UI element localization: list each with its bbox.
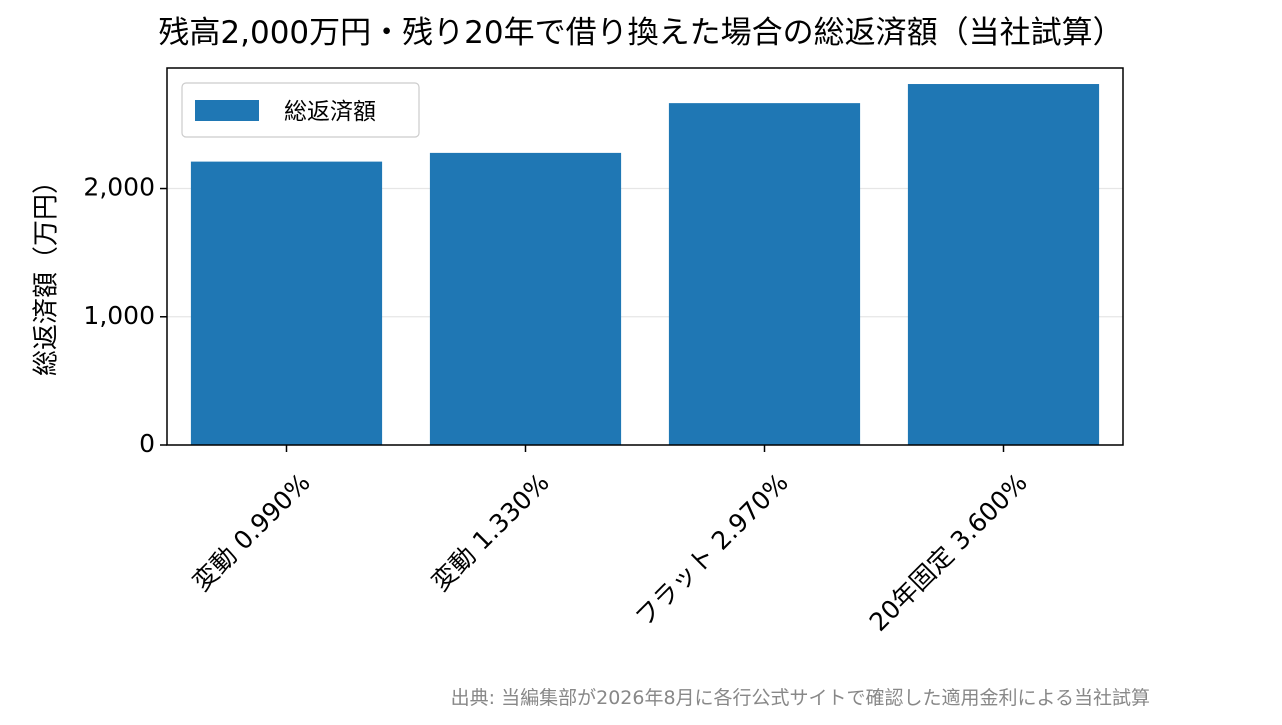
x-tick-label: 変動 1.330%: [426, 468, 555, 597]
bar: [429, 152, 622, 446]
plot-area: [166, 67, 1124, 446]
bar: [190, 161, 383, 446]
x-tick-label: 変動 0.990%: [187, 468, 316, 597]
source-note: 出典: 当編集部が2026年8月に各行公式サイトで確認した適用金利による当社試算: [451, 687, 1150, 709]
legend-swatch: [195, 100, 259, 121]
y-tick-label: 2,000: [83, 173, 155, 202]
x-axis: 変動 0.990% 変動 1.330% フラット 2.970% 20年固定 3.600…: [187, 445, 1033, 637]
bar: [907, 84, 1100, 446]
x-tick-label: フラット 2.970%: [630, 468, 794, 632]
y-axis: 0 1,000 2,000: [83, 173, 167, 458]
legend-box: [181, 82, 420, 138]
x-tick-label: 20年固定 3.600%: [864, 468, 1033, 637]
plot-frame: [166, 67, 1124, 446]
legend-label: 総返済額: [284, 99, 376, 125]
legend: 総返済額: [181, 82, 420, 138]
chart-title: 残高2,000万円・残り20年で借り換えた場合の総返済額（当社試算）: [158, 15, 1123, 51]
y-tick-label: 1,000: [83, 301, 155, 330]
bar: [668, 103, 861, 445]
y-tick-label: 0: [139, 429, 155, 458]
y-axis-label: 総返済額（万円）: [32, 168, 62, 376]
